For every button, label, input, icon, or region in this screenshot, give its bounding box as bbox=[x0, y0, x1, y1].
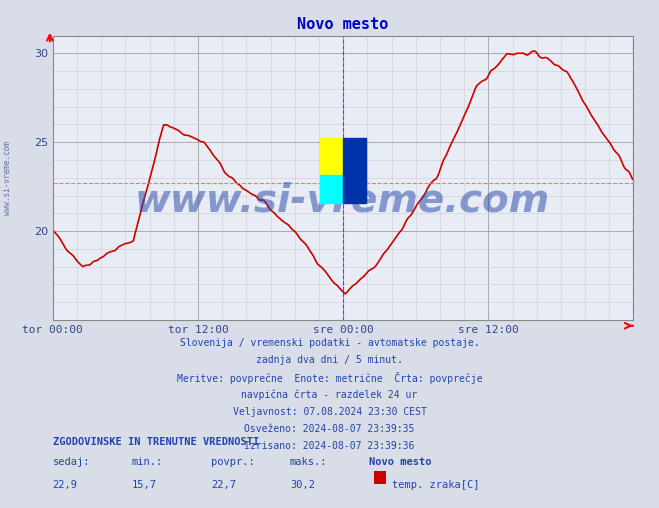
Text: www.si-vreme.com: www.si-vreme.com bbox=[135, 181, 550, 219]
Text: 22,9: 22,9 bbox=[53, 480, 78, 490]
Text: 30,2: 30,2 bbox=[290, 480, 315, 490]
Text: Veljavnost: 07.08.2024 23:30 CEST: Veljavnost: 07.08.2024 23:30 CEST bbox=[233, 407, 426, 417]
Text: Slovenija / vremenski podatki - avtomatske postaje.: Slovenija / vremenski podatki - avtomats… bbox=[180, 338, 479, 348]
Text: zadnja dva dni / 5 minut.: zadnja dva dni / 5 minut. bbox=[256, 355, 403, 365]
Text: sedaj:: sedaj: bbox=[53, 457, 90, 467]
Bar bbox=[343, 138, 366, 203]
Text: navpična črta - razdelek 24 ur: navpična črta - razdelek 24 ur bbox=[241, 390, 418, 400]
Text: temp. zraka[C]: temp. zraka[C] bbox=[392, 480, 480, 490]
Text: Meritve: povprečne  Enote: metrične  Črta: povprečje: Meritve: povprečne Enote: metrične Črta:… bbox=[177, 372, 482, 385]
Text: 15,7: 15,7 bbox=[132, 480, 157, 490]
Text: Novo mesto: Novo mesto bbox=[369, 457, 432, 467]
Bar bbox=[320, 175, 343, 203]
Text: Osveženo: 2024-08-07 23:39:35: Osveženo: 2024-08-07 23:39:35 bbox=[244, 424, 415, 434]
Text: maks.:: maks.: bbox=[290, 457, 328, 467]
Text: ZGODOVINSKE IN TRENUTNE VREDNOSTI: ZGODOVINSKE IN TRENUTNE VREDNOSTI bbox=[53, 437, 259, 447]
Text: povpr.:: povpr.: bbox=[211, 457, 254, 467]
Text: Izrisano: 2024-08-07 23:39:36: Izrisano: 2024-08-07 23:39:36 bbox=[244, 441, 415, 452]
Text: min.:: min.: bbox=[132, 457, 163, 467]
Bar bbox=[320, 138, 343, 175]
Title: Novo mesto: Novo mesto bbox=[297, 17, 388, 31]
Text: www.si-vreme.com: www.si-vreme.com bbox=[3, 141, 13, 215]
Text: 22,7: 22,7 bbox=[211, 480, 236, 490]
